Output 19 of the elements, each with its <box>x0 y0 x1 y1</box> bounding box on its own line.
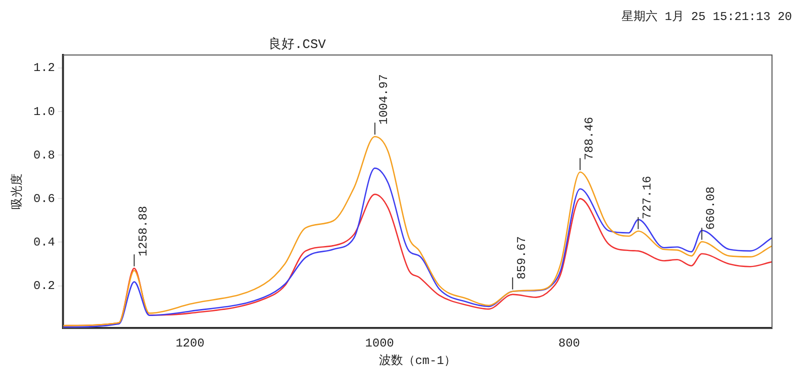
y-tick-label: 0.6 <box>33 192 56 206</box>
text: 星期六 1月 25 15:21:13 20 <box>622 9 792 24</box>
annotation: 788.46 <box>582 116 596 160</box>
annotation: 859.67 <box>514 236 529 280</box>
y-tick-label: 0.8 <box>33 148 56 162</box>
x-tick-label: 1000 <box>365 336 394 351</box>
annotation: 660.08 <box>704 186 718 230</box>
chart-title: 良好.CSV <box>268 37 326 52</box>
y-axis-title: 吸光度 <box>9 174 24 210</box>
x-tick-label: 1200 <box>176 336 204 351</box>
y-tick-label: 1.2 <box>33 61 56 76</box>
y-tick-label: 1.0 <box>33 104 56 119</box>
x-tick-label: 800 <box>558 336 580 351</box>
y-tick-label: 0.4 <box>33 235 56 250</box>
annotation: 1258.88 <box>136 206 150 256</box>
annotation: 727.16 <box>640 176 654 220</box>
y-tick-label: 0.2 <box>33 278 56 293</box>
x-axis-title: 波数（cm-1） <box>379 354 456 368</box>
annotation: 1004.97 <box>377 74 392 125</box>
